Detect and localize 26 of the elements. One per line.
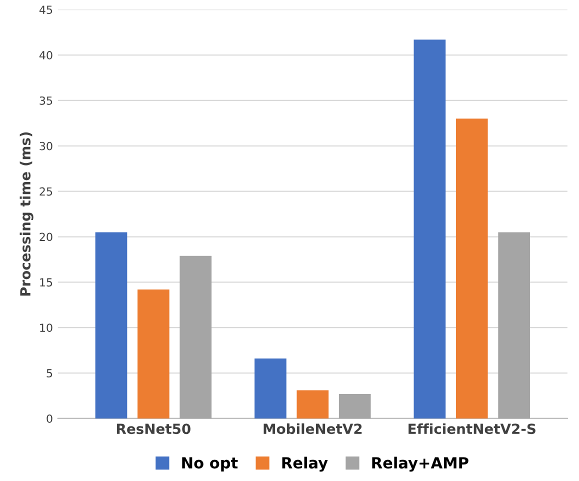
bar [95, 232, 128, 418]
x-tick-label: MobileNetV2 [264, 423, 362, 434]
bar [138, 289, 170, 418]
y-tick-label: 25 [40, 187, 52, 196]
bar [414, 40, 446, 418]
bar [498, 232, 530, 418]
legend-label: Relay+AMP [372, 456, 468, 472]
y-tick-label: 0 [46, 414, 52, 423]
y-tick-label: 35 [40, 96, 52, 105]
x-tick-label: EfficientNetV2-S [408, 423, 536, 434]
legend-label: No opt [182, 457, 238, 472]
y-tick-label: 30 [40, 142, 52, 150]
y-tick-label: 40 [39, 51, 52, 60]
y-tick-label: 5 [46, 369, 52, 378]
bar [338, 394, 371, 418]
y-tick-label: 20 [40, 232, 52, 242]
y-tick-label: 45 [39, 6, 52, 14]
y-tick-label: 10 [40, 324, 52, 332]
bar [254, 358, 286, 418]
bar [456, 118, 488, 418]
bar [296, 390, 329, 418]
y-axis-title: Processing time (ms) [20, 132, 34, 296]
legend-label: Relay [282, 456, 328, 472]
y-tick-label: 15 [40, 278, 52, 287]
x-tick-label: ResNet50 [117, 424, 190, 434]
bar [180, 256, 212, 418]
